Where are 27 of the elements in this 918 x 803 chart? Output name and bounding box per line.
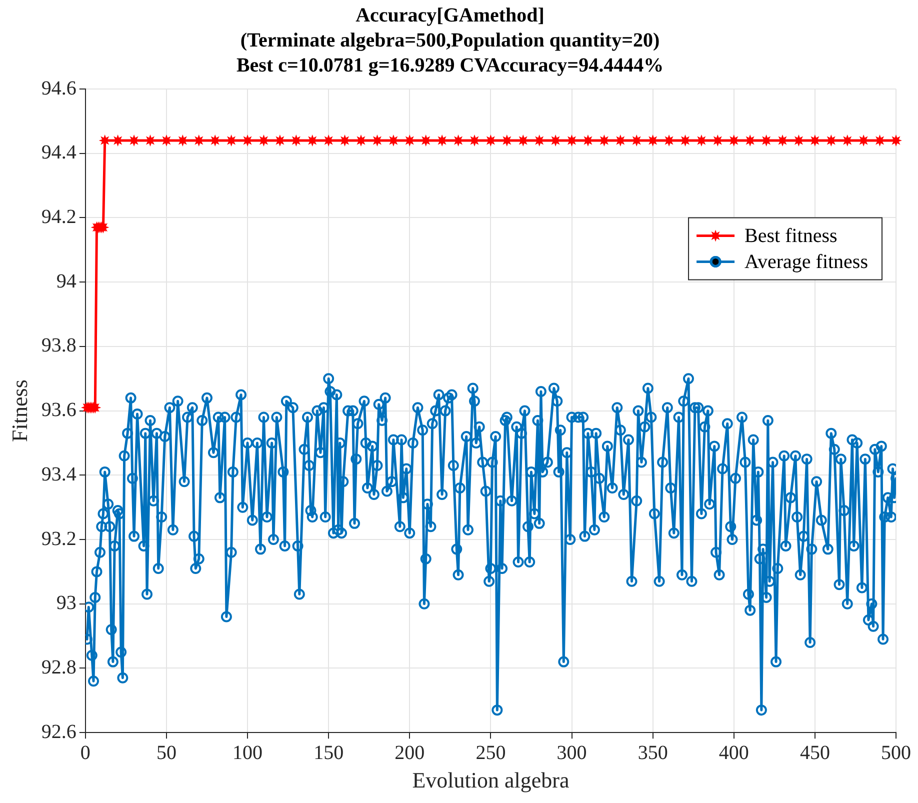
x-tick-label: 300	[556, 742, 587, 764]
x-tick-label: 400	[718, 742, 749, 764]
y-axis-title: Fitness	[6, 380, 32, 442]
y-tick-label: 94.6	[41, 77, 76, 100]
y-tick-label: 94	[56, 270, 76, 292]
y-tick-label: 93	[56, 592, 76, 614]
x-tick-label: 150	[314, 742, 344, 764]
y-tick-label: 93.2	[41, 528, 76, 550]
x-tick-label: 0	[80, 742, 90, 764]
x-tick-label: 200	[394, 742, 425, 764]
y-tick-label: 93.6	[41, 399, 76, 422]
x-axis-title: Evolution algebra	[412, 768, 570, 793]
x-tick-label: 350	[638, 742, 668, 764]
chart-title: Accuracy[GAmethod] (Terminate algebra=500,Population quantity=20) Best c=10.0781 g=16.9289 CVAccuracy=94.4444%	[236, 4, 664, 77]
x-tick-label: 450	[800, 742, 830, 764]
x-tick-label: 50	[156, 742, 176, 764]
x-tick-label: 500	[881, 742, 911, 764]
legend-label: Best fitness	[744, 224, 838, 247]
legend-label: Average fitness	[744, 250, 868, 273]
x-tick-label: 100	[232, 742, 263, 764]
y-tick-label: 94.4	[41, 142, 76, 164]
y-tick-label: 94.2	[41, 206, 76, 228]
y-tick-label: 93.8	[41, 334, 76, 357]
y-tick-label: 92.8	[41, 656, 76, 678]
x-tick-label: 250	[476, 742, 506, 764]
y-tick-label: 92.6	[41, 720, 76, 743]
y-tick-label: 93.4	[41, 463, 76, 486]
